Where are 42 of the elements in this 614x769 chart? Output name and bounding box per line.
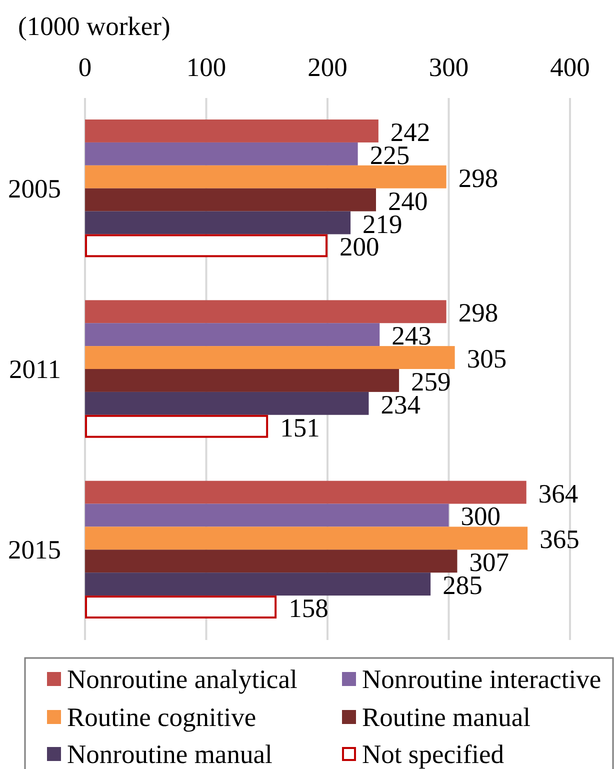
x-tick-label: 300 bbox=[428, 52, 469, 82]
x-axis-title: (1000 worker) bbox=[18, 11, 170, 41]
bar bbox=[85, 572, 431, 596]
bar bbox=[85, 414, 268, 438]
y-tick-label: 2015 bbox=[8, 534, 61, 565]
bar bbox=[85, 480, 526, 504]
bar bbox=[85, 369, 400, 392]
x-tick-label: 0 bbox=[78, 52, 92, 82]
bar bbox=[85, 504, 449, 527]
bar bbox=[85, 142, 358, 166]
data-label: 300 bbox=[460, 501, 500, 532]
y-tick-label: 2005 bbox=[8, 173, 61, 204]
bar bbox=[85, 188, 376, 212]
bar bbox=[85, 392, 369, 415]
x-tick-label: 400 bbox=[550, 52, 590, 82]
legend-label: Not specified bbox=[362, 739, 504, 769]
legend-label: Nonroutine analytical bbox=[67, 664, 298, 694]
legend-label: Routine cognitive bbox=[67, 702, 256, 732]
bar bbox=[85, 234, 328, 258]
x-tick-label: 100 bbox=[186, 52, 226, 82]
bar bbox=[85, 346, 455, 369]
bar bbox=[85, 526, 528, 550]
data-label: 243 bbox=[392, 320, 432, 351]
data-label: 151 bbox=[280, 412, 320, 442]
data-label: 305 bbox=[466, 344, 507, 374]
bar bbox=[85, 550, 458, 573]
legend-label: Routine manual bbox=[362, 702, 531, 732]
bar bbox=[85, 300, 446, 324]
legend-label: Nonroutine manual bbox=[67, 739, 272, 769]
data-label: 364 bbox=[538, 478, 578, 508]
data-label: 365 bbox=[540, 524, 580, 554]
bar bbox=[85, 596, 277, 618]
data-label: 158 bbox=[288, 593, 328, 624]
bar bbox=[85, 323, 380, 346]
x-tick-label: 200 bbox=[308, 52, 348, 82]
bar bbox=[85, 120, 378, 142]
legend-label: Nonroutine interactive bbox=[362, 664, 602, 694]
bar bbox=[85, 165, 446, 188]
y-tick-label: 2011 bbox=[8, 354, 61, 384]
data-label: 298 bbox=[458, 162, 498, 193]
bar bbox=[85, 211, 351, 234]
data-label: 298 bbox=[458, 298, 498, 328]
